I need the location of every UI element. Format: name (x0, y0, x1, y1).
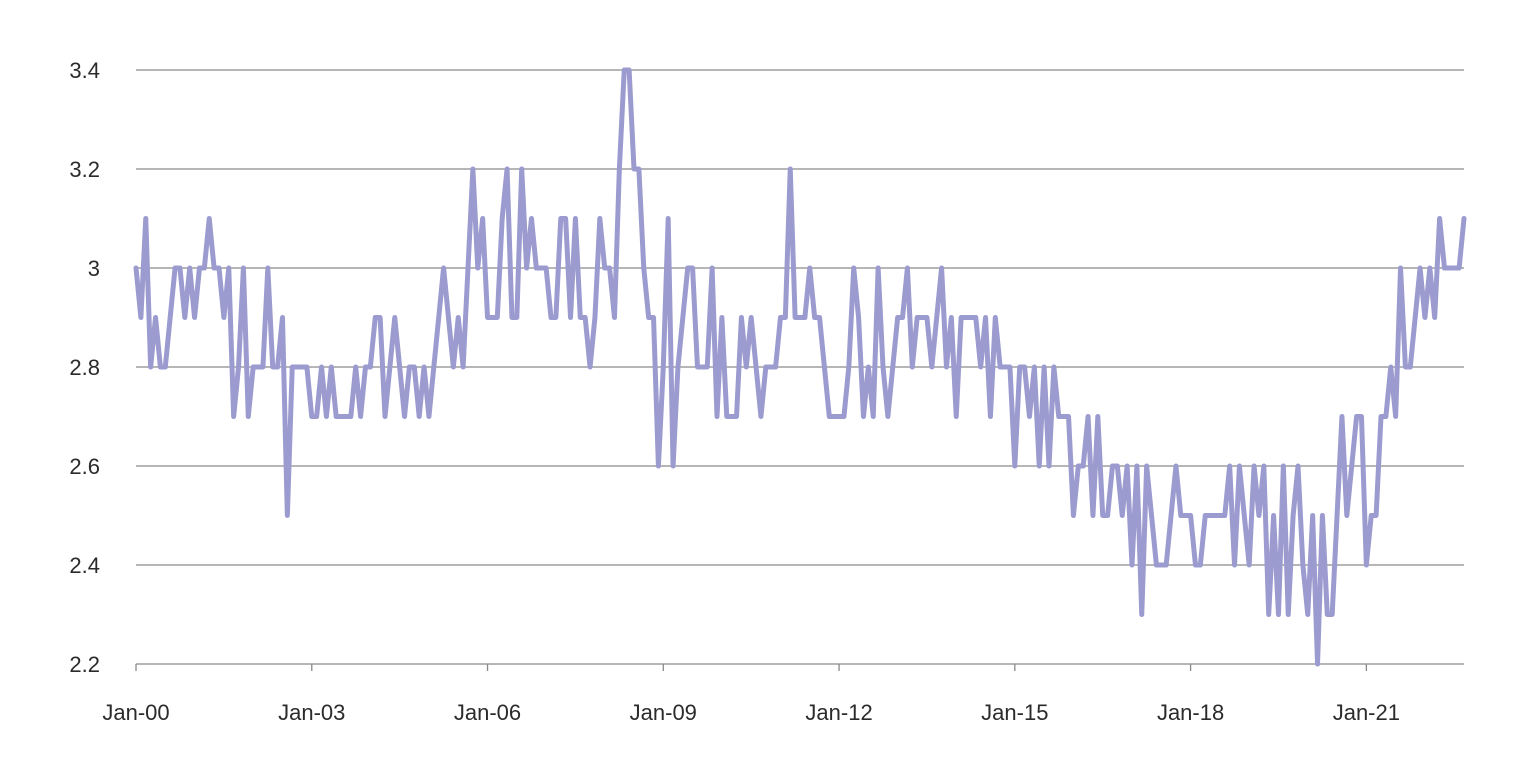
y-tick-label: 3.2 (69, 157, 100, 182)
series-layer (133, 67, 1467, 667)
x-tick-label: Jan-18 (1157, 700, 1224, 725)
x-tick-label: Jan-03 (278, 700, 345, 725)
y-tick-label: 3 (88, 256, 100, 281)
y-tick-label: 2.6 (69, 454, 100, 479)
x-tick-label: Jan-21 (1333, 700, 1400, 725)
x-tick-label: Jan-12 (805, 700, 872, 725)
y-tick-label: 2.2 (69, 652, 100, 677)
x-axis (135, 664, 1368, 671)
grid-lines (136, 69, 1464, 665)
y-tick-label: 3.4 (69, 58, 100, 83)
y-tick-label: 2.8 (69, 355, 100, 380)
y-tick-label: 2.4 (69, 553, 100, 578)
x-axis-tick-labels: Jan-00 Jan-03 Jan-06 Jan-09 Jan-12 Jan-15 Jan-… (102, 700, 1400, 725)
x-tick-label: Jan-09 (630, 700, 697, 725)
y-axis-tick-labels: 2.2 2.4 2.6 2.8 3 3.2 3.4 (69, 58, 100, 677)
x-tick-label: Jan-00 (102, 700, 169, 725)
x-tick-label: Jan-06 (454, 700, 521, 725)
x-tick-label: Jan-15 (981, 700, 1048, 725)
series-line (133, 67, 1467, 667)
